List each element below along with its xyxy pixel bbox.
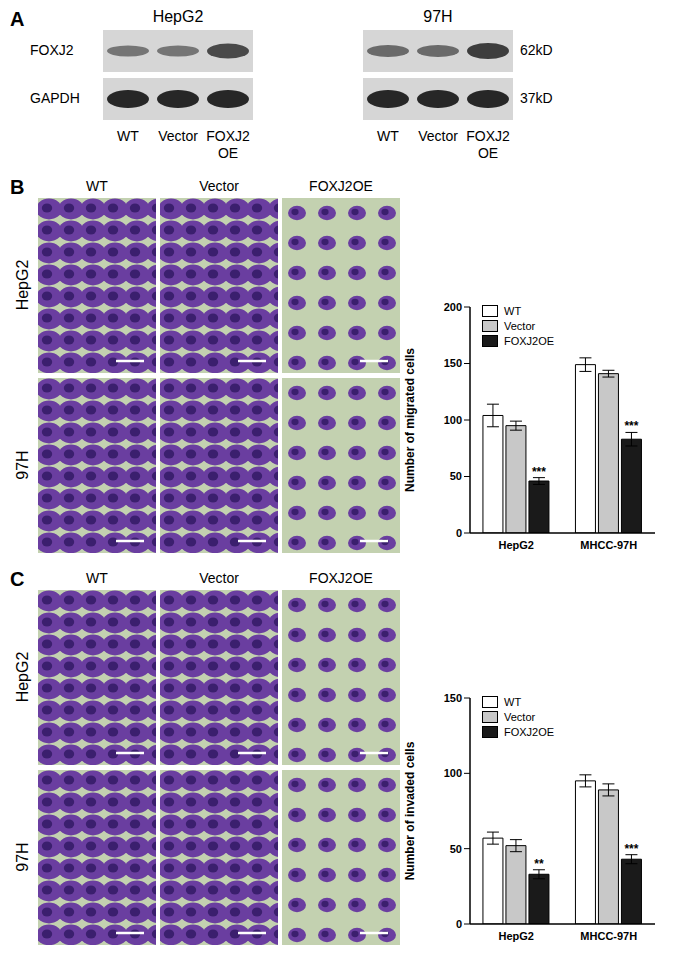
- html-text:FOXJ2 OE: FOXJ2 OE: [206, 128, 250, 161]
- svg-text:***: ***: [624, 419, 638, 433]
- html-text:FOXJ2OE: FOXJ2OE: [309, 570, 373, 586]
- svg-text:MHCC-97H: MHCC-97H: [580, 539, 637, 551]
- svg-text:50: 50: [450, 470, 462, 482]
- html-text:Vector: Vector: [418, 128, 458, 144]
- html-text:FOXJ2OE: FOXJ2OE: [504, 334, 555, 347]
- html-text:Vector: Vector: [199, 178, 239, 194]
- svg-text:**: **: [534, 857, 544, 871]
- html-text:WT: WT: [86, 570, 108, 586]
- svg-text:***: ***: [624, 842, 638, 856]
- html-text:Vector: Vector: [504, 319, 536, 332]
- html-text:WT: WT: [504, 304, 522, 317]
- html-text:HepG2: HepG2: [152, 8, 204, 25]
- svg-text:***: ***: [532, 465, 546, 479]
- html-text:97H: 97H: [423, 8, 453, 25]
- svg-text:50: 50: [450, 843, 462, 855]
- html-text:Vector: Vector: [158, 128, 198, 144]
- html-text:C: C: [10, 568, 25, 590]
- svg-text:150: 150: [444, 357, 462, 369]
- html-text:Vector: Vector: [504, 710, 536, 723]
- html-text:WT: WT: [377, 128, 399, 144]
- html-text:62kD: 62kD: [520, 42, 553, 58]
- svg-text:0: 0: [456, 918, 462, 930]
- svg-text:100: 100: [444, 767, 462, 779]
- svg-text:Number of migrated cells: Number of migrated cells: [403, 348, 417, 492]
- svg-text:200: 200: [444, 301, 462, 313]
- html-text:97H: 97H: [14, 841, 31, 872]
- html-text:WT: WT: [117, 128, 139, 144]
- svg-text:MHCC-97H: MHCC-97H: [580, 930, 637, 942]
- svg-text:100: 100: [444, 414, 462, 426]
- html-text:B: B: [10, 176, 25, 198]
- svg-text:HepG2: HepG2: [499, 539, 534, 551]
- html-text:FOXJ2OE: FOXJ2OE: [504, 725, 555, 738]
- html-text:FOXJ2 OE: FOXJ2 OE: [466, 128, 510, 161]
- html-text:WT: WT: [86, 178, 108, 194]
- svg-text:150: 150: [444, 692, 462, 704]
- html-text:Vector: Vector: [199, 570, 239, 586]
- svg-text:Number of invaded cells: Number of invaded cells: [403, 741, 417, 880]
- html-text:WT: WT: [504, 695, 522, 708]
- svg-text:HepG2: HepG2: [499, 930, 534, 942]
- html-text:FOXJ2: FOXJ2: [30, 42, 74, 58]
- html-text:GAPDH: GAPDH: [30, 90, 80, 106]
- html-text:FOXJ2OE: FOXJ2OE: [309, 178, 373, 194]
- html-text:37kD: 37kD: [520, 90, 553, 106]
- html-text:A: A: [10, 8, 25, 30]
- html-text:HepG2: HepG2: [14, 651, 31, 702]
- html-text:HepG2: HepG2: [14, 259, 31, 310]
- svg-text:0: 0: [456, 527, 462, 539]
- html-text:97H: 97H: [14, 449, 31, 480]
